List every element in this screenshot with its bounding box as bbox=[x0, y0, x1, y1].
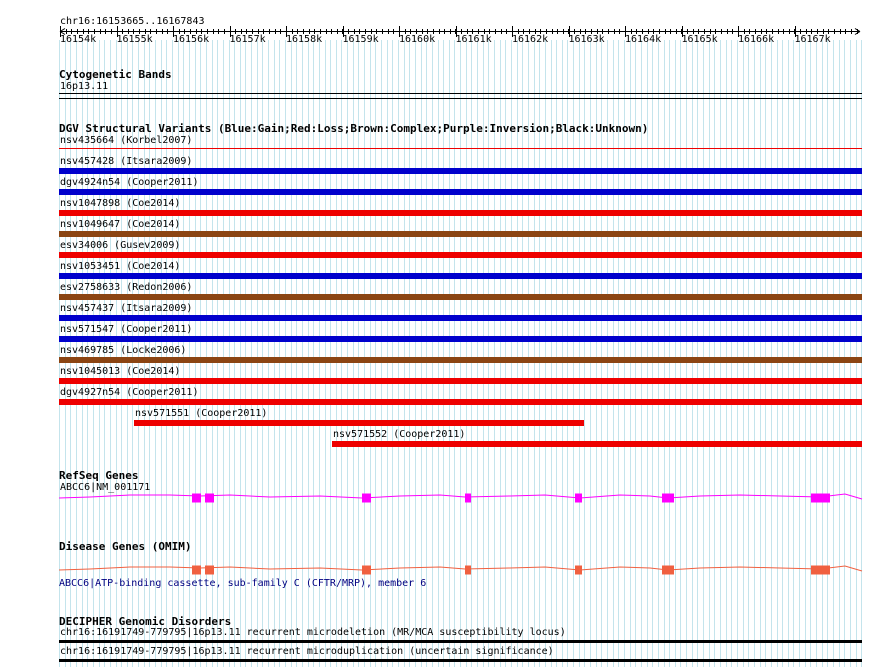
gene-exon bbox=[205, 565, 214, 575]
ruler-tick-label: 16163k bbox=[568, 34, 605, 45]
dgv-variant-label[interactable]: esv2758633 (Redon2006) bbox=[60, 282, 193, 293]
gene-exon bbox=[662, 493, 674, 503]
ruler-tick-label: 16166k bbox=[738, 34, 775, 45]
dgv-variant-bar-complex[interactable] bbox=[59, 357, 862, 363]
gene-exon bbox=[575, 493, 582, 503]
ruler-tick-label: 16154k bbox=[60, 34, 97, 45]
dgv-variant-bar-gain[interactable] bbox=[59, 273, 862, 279]
dgv-variant-bar-loss[interactable] bbox=[59, 148, 862, 149]
dgv-variant-bar-gain[interactable] bbox=[59, 336, 862, 342]
gene-exon bbox=[362, 565, 371, 575]
dgv-variant-bar-loss[interactable] bbox=[59, 399, 862, 405]
ruler-tick-label: 16165k bbox=[681, 34, 718, 45]
dgv-variant-label[interactable]: nsv571551 (Cooper2011) bbox=[135, 408, 268, 419]
dgv-variant-label[interactable]: nsv457428 (Itsara2009) bbox=[60, 156, 193, 167]
dgv-track-title[interactable]: DGV Structural Variants (Blue:Gain;Red:L… bbox=[59, 122, 649, 135]
dgv-variant-bar-loss[interactable] bbox=[332, 441, 862, 447]
ruler-tick-label: 16160k bbox=[399, 34, 436, 45]
gene-exon bbox=[811, 493, 830, 503]
decipher-track-title[interactable]: DECIPHER Genomic Disorders bbox=[59, 615, 232, 628]
dgv-variant-label[interactable]: nsv457437 (Itsara2009) bbox=[60, 303, 193, 314]
ruler-tick-label: 16155k bbox=[116, 34, 153, 45]
dgv-variant-label[interactable]: nsv435664 (Korbel2007) bbox=[60, 135, 193, 146]
dgv-variant-label[interactable]: dgv4927n54 (Cooper2011) bbox=[60, 387, 199, 398]
gene-exon bbox=[575, 565, 582, 575]
gene-exon bbox=[662, 565, 674, 575]
dgv-variant-bar-gain[interactable] bbox=[59, 189, 862, 195]
gene-intron-line bbox=[58, 565, 863, 572]
dgv-variant-label[interactable]: nsv571552 (Cooper2011) bbox=[333, 429, 466, 440]
omim-gene-label[interactable]: ABCC6|ATP-binding cassette, sub-family C… bbox=[59, 578, 427, 589]
gene-intron-line bbox=[58, 493, 863, 500]
omim-gene-model[interactable] bbox=[0, 562, 890, 578]
dgv-variant-label[interactable]: esv34006 (Gusev2009) bbox=[60, 240, 181, 251]
ruler-tick-label: 16162k bbox=[512, 34, 549, 45]
dgv-variant-bar-loss[interactable] bbox=[59, 210, 862, 216]
cytoband-track-title[interactable]: Cytogenetic Bands bbox=[59, 68, 172, 81]
dgv-variant-bar-complex[interactable] bbox=[59, 294, 862, 300]
cytoband-bar-bottom bbox=[59, 98, 862, 99]
dgv-variant-bar-loss[interactable] bbox=[59, 252, 862, 258]
ruler-axis bbox=[59, 26, 861, 37]
gene-exon bbox=[192, 493, 201, 503]
dgv-variant-label[interactable]: nsv1047898 (Coe2014) bbox=[60, 198, 181, 209]
gene-exon bbox=[362, 493, 371, 503]
refseq-gene-model[interactable] bbox=[0, 490, 890, 506]
dgv-variant-label[interactable]: nsv1053451 (Coe2014) bbox=[60, 261, 181, 272]
ruler-coordinate-label: chr16:16153665..16167843 bbox=[60, 16, 205, 27]
dgv-variant-label[interactable]: nsv571547 (Cooper2011) bbox=[60, 324, 193, 335]
dgv-variant-label[interactable]: dgv4924n54 (Cooper2011) bbox=[60, 177, 199, 188]
gene-exon bbox=[465, 565, 471, 575]
ruler-tick-label: 16167k bbox=[794, 34, 831, 45]
gene-exon bbox=[811, 565, 830, 575]
ruler-tick-label: 16157k bbox=[229, 34, 266, 45]
ruler-tick-label: 16159k bbox=[342, 34, 379, 45]
ruler-tick-label: 16158k bbox=[286, 34, 323, 45]
dgv-variant-bar-complex[interactable] bbox=[59, 231, 862, 237]
dgv-variant-label[interactable]: nsv469785 (Locke2006) bbox=[60, 345, 187, 356]
dgv-variant-bar-gain[interactable] bbox=[59, 168, 862, 174]
ruler-tick-label: 16161k bbox=[455, 34, 492, 45]
dgv-variant-bar-loss[interactable] bbox=[134, 420, 584, 426]
ruler-tick-label: 16156k bbox=[173, 34, 210, 45]
dgv-variant-bar-gain[interactable] bbox=[59, 315, 862, 321]
gene-exon bbox=[465, 493, 471, 503]
refseq-gene-label[interactable]: ABCC6|NM_001171 bbox=[60, 482, 151, 493]
decipher-bar-duplication[interactable] bbox=[59, 659, 862, 662]
refseq-track-title[interactable]: RefSeq Genes bbox=[59, 469, 139, 482]
omim-track-title[interactable]: Disease Genes (OMIM) bbox=[59, 540, 192, 553]
cytoband-bar-top bbox=[59, 93, 862, 94]
gene-exon bbox=[192, 565, 201, 575]
decipher-bar-deletion[interactable] bbox=[59, 640, 862, 643]
decipher-item-deletion[interactable]: chr16:16191749-779795|16p13.11 recurrent… bbox=[60, 627, 566, 638]
ruler-tick-label: 16164k bbox=[625, 34, 662, 45]
cytoband-label: 16p13.11 bbox=[60, 81, 109, 92]
decipher-item-duplication[interactable]: chr16:16191749-779795|16p13.11 recurrent… bbox=[60, 646, 554, 657]
dgv-variant-label[interactable]: nsv1049647 (Coe2014) bbox=[60, 219, 181, 230]
dgv-variant-label[interactable]: nsv1045013 (Coe2014) bbox=[60, 366, 181, 377]
dgv-variant-bar-loss[interactable] bbox=[59, 378, 862, 384]
gene-exon bbox=[205, 493, 214, 503]
